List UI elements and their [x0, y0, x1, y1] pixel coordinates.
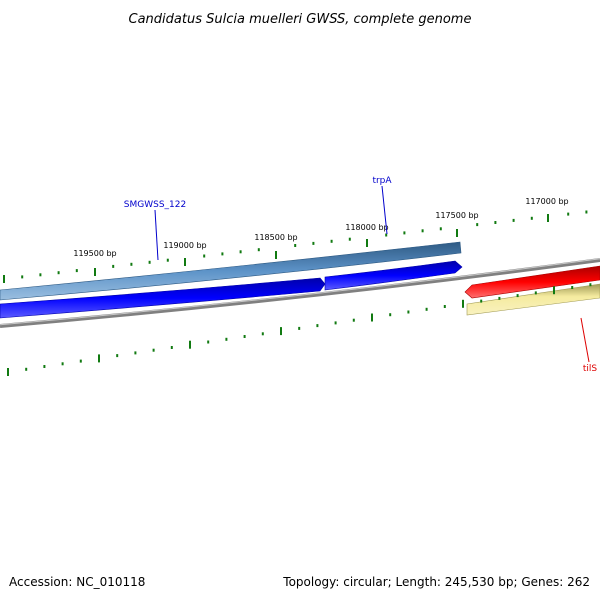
inner-tick-ring [7, 283, 592, 376]
position-ruler: 119500 bp 119000 bp 118500 bp 118000 bp … [73, 197, 569, 276]
tick-label-118500: 118500 bp [254, 233, 297, 242]
gene-label-line-trpa [381, 185, 388, 235]
tick-label-119000: 119000 bp [163, 241, 206, 250]
gene-arrow-smgwss-122[interactable] [0, 277, 326, 319]
tick-label-117500: 117500 bp [435, 211, 478, 220]
gene-label-trpa[interactable]: trpA [372, 176, 392, 186]
cds-lane-reverse[interactable] [466, 283, 600, 316]
tick-label-119500: 119500 bp [73, 249, 116, 258]
gene-arrow-tils[interactable] [464, 265, 600, 299]
genome-backbone [0, 258, 600, 328]
accession-text: Accession: NC_010118 [9, 575, 145, 589]
cds-lane-forward[interactable] [0, 241, 462, 301]
map-title: Candidatus Sulcia muelleri GWSS, complet… [129, 12, 472, 27]
tick-label-118000: 118000 bp [345, 223, 388, 232]
gene-label-smgwss-122[interactable]: SMGWSS_122 [124, 200, 186, 210]
gene-label-line-smgwss-122 [154, 209, 159, 261]
genome-summary-text: Topology: circular; Length: 245,530 bp; … [282, 575, 590, 589]
genome-backbone-highlight [0, 258, 600, 326]
gene-label-tils[interactable]: tilS [583, 364, 598, 374]
gene-arrow-trpa[interactable] [324, 260, 463, 291]
outer-tick-ring [3, 210, 588, 283]
gene-label-line-tils [580, 317, 590, 363]
tick-label-117000: 117000 bp [525, 197, 568, 206]
